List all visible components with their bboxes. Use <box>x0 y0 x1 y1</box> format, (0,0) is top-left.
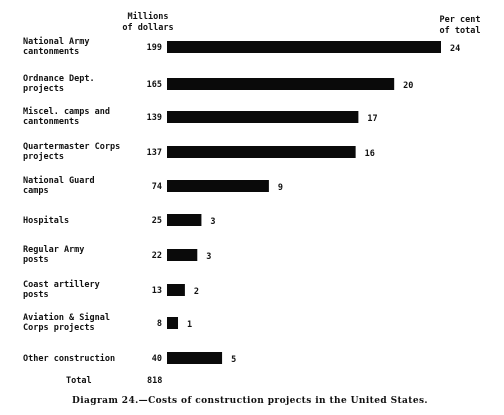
bar <box>167 78 395 90</box>
value-label: 137 <box>147 148 162 158</box>
category-label: Corps projects <box>23 322 95 333</box>
category-label: Other construction <box>23 353 115 364</box>
value-header-line-2: of dollars <box>122 23 173 33</box>
percent-label: 1 <box>187 320 192 330</box>
category-label: Aviation & Signal <box>23 312 110 323</box>
percent-label: 20 <box>403 81 413 91</box>
category-label: National Guard <box>23 175 95 186</box>
category-label: projects <box>23 83 64 94</box>
bar <box>167 41 441 53</box>
value-label: 165 <box>147 80 162 90</box>
value-label: 40 <box>152 354 162 364</box>
value-label: 139 <box>147 113 162 123</box>
category-label: Hospitals <box>23 215 69 226</box>
category-label: cantonments <box>23 47 79 57</box>
value-label: 199 <box>147 43 162 53</box>
percent-header-line-1: Per cent <box>440 15 481 25</box>
percent-label: 3 <box>206 252 211 262</box>
percent-label: 2 <box>194 287 199 297</box>
category-label: posts <box>23 255 49 265</box>
percent-label: 17 <box>367 114 377 124</box>
percent-label: 5 <box>231 355 236 365</box>
value-label: 22 <box>152 251 162 261</box>
category-label: National Army <box>23 36 90 47</box>
category-label: Coast artillery <box>23 279 100 290</box>
category-label: Ordnance Dept. <box>23 74 95 84</box>
value-label: 13 <box>152 286 162 296</box>
value-label: 74 <box>152 182 162 192</box>
bar <box>167 317 179 329</box>
bar <box>167 146 356 158</box>
percent-label: 9 <box>278 183 283 193</box>
bar <box>167 214 202 226</box>
value-label: 8 <box>157 319 162 329</box>
bar <box>167 111 359 123</box>
category-label: Miscel. camps and <box>23 106 110 117</box>
percent-label: 24 <box>450 44 460 54</box>
bar <box>167 352 223 364</box>
category-label: camps <box>23 186 49 196</box>
bar <box>167 180 269 192</box>
percent-label: 16 <box>365 149 375 159</box>
value-header-line-1: Millions <box>128 11 169 22</box>
bar <box>167 249 198 261</box>
category-label: Regular Army <box>23 245 84 255</box>
bar <box>167 284 185 296</box>
percent-header-line-2: of total <box>440 26 481 36</box>
total-value: 818 <box>147 376 162 386</box>
category-label: posts <box>23 290 49 300</box>
category-label: projects <box>23 151 64 162</box>
total-label: Total <box>66 376 92 386</box>
category-label: Quartermaster Corps <box>23 142 120 152</box>
percent-label: 3 <box>210 217 215 227</box>
value-label: 25 <box>152 216 162 226</box>
category-label: cantonments <box>23 117 79 127</box>
chart-caption: Diagram 24.—Costs of construction projec… <box>72 396 428 406</box>
